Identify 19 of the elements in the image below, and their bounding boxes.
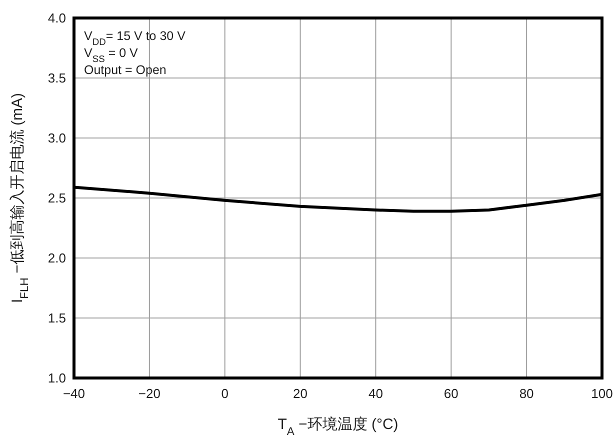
x-tick-label: −20 xyxy=(138,386,160,401)
x-tick-label: 0 xyxy=(221,386,228,401)
y-tick-label: 1.0 xyxy=(48,370,66,386)
annotation: Output = Open xyxy=(84,63,166,77)
annotation: V$_{DD}$= 15 V to 30 V xyxy=(84,29,186,47)
y-tick-label: 3.0 xyxy=(48,130,66,146)
x-axis-title: T$_{A}$ −环境温度 (°C) xyxy=(278,416,398,438)
x-tick-label: 20 xyxy=(293,386,308,401)
x-tick-label: 80 xyxy=(519,386,534,401)
x-tick-label: −40 xyxy=(62,386,86,401)
x-tick-label: 40 xyxy=(368,386,383,401)
x-tick-label: 60 xyxy=(444,386,458,401)
annotation: V$_{SS}$ = 0 V xyxy=(84,46,139,64)
y-tick-label: 3.5 xyxy=(48,70,66,86)
y-tick-label: 4.0 xyxy=(48,10,66,26)
y-tick-label: 1.5 xyxy=(48,310,66,326)
y-tick-label: 2.5 xyxy=(48,190,66,206)
x-tick-label: 100 xyxy=(591,386,613,401)
y-tick-label: 2.0 xyxy=(48,250,66,266)
